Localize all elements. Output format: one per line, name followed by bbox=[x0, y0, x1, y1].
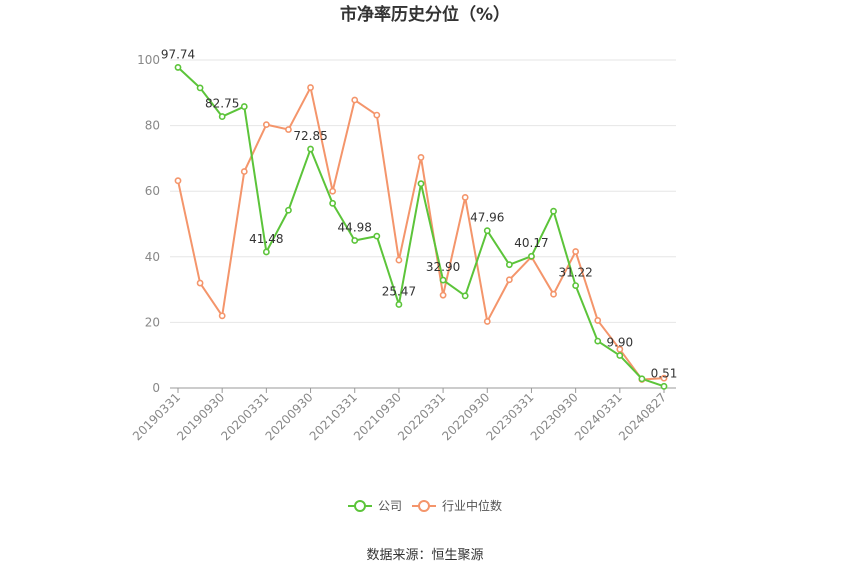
data-point[interactable] bbox=[439, 291, 447, 299]
x-tick-label: 20240827 bbox=[616, 390, 669, 443]
series-lines bbox=[177, 66, 665, 388]
data-label: 25.47 bbox=[382, 284, 416, 298]
y-tick-label: 80 bbox=[145, 119, 160, 133]
data-point[interactable] bbox=[218, 113, 226, 120]
data-point[interactable] bbox=[285, 126, 292, 133]
data-label: 97.74 bbox=[161, 47, 195, 61]
data-point[interactable] bbox=[660, 374, 668, 382]
data-point[interactable] bbox=[417, 154, 425, 161]
data-labels: 97.74 82.75 41.48 72.85 44.98 25.47 32.90 47.96… bbox=[161, 47, 678, 380]
y-tick-label: 0 bbox=[152, 381, 160, 395]
data-point[interactable] bbox=[461, 194, 469, 201]
series-points bbox=[174, 64, 668, 390]
data-point[interactable] bbox=[218, 312, 226, 320]
data-point[interactable] bbox=[461, 292, 469, 300]
data-point[interactable] bbox=[572, 248, 580, 255]
data-point[interactable] bbox=[395, 301, 403, 308]
data-point[interactable] bbox=[616, 345, 624, 353]
data-point[interactable] bbox=[351, 237, 359, 244]
data-label: 40.17 bbox=[514, 236, 548, 250]
data-point[interactable] bbox=[395, 256, 403, 264]
legend-item-0[interactable]: 公司 bbox=[348, 499, 402, 513]
data-point[interactable] bbox=[483, 318, 491, 325]
data-point[interactable] bbox=[616, 352, 624, 359]
data-point[interactable] bbox=[638, 375, 646, 383]
data-point[interactable] bbox=[329, 199, 337, 207]
data-point[interactable] bbox=[196, 279, 204, 287]
legend-label: 行业中位数 bbox=[442, 498, 502, 513]
data-point[interactable] bbox=[196, 84, 204, 92]
data-point[interactable] bbox=[307, 84, 314, 91]
data-label: 9.90 bbox=[606, 336, 633, 350]
y-tick-label: 40 bbox=[145, 250, 160, 264]
data-point[interactable] bbox=[550, 207, 557, 215]
data-point[interactable] bbox=[351, 96, 359, 104]
data-point[interactable] bbox=[373, 111, 381, 119]
data-point[interactable] bbox=[594, 317, 602, 324]
data-point[interactable] bbox=[262, 121, 270, 129]
chart-title: 市净率历史分位（%） bbox=[340, 4, 510, 25]
legend-marker bbox=[354, 500, 366, 512]
data-label: 47.96 bbox=[470, 211, 504, 225]
data-point[interactable] bbox=[550, 290, 557, 298]
data-point[interactable] bbox=[262, 248, 270, 256]
data-point[interactable] bbox=[174, 177, 182, 185]
data-point[interactable] bbox=[483, 227, 491, 235]
data-label: 82.75 bbox=[205, 97, 239, 111]
legend[interactable]: 公司 行业中位数 bbox=[348, 498, 502, 513]
data-point[interactable] bbox=[660, 382, 668, 390]
y-axis: 0 20 40 60 80 100 bbox=[137, 53, 160, 395]
legend-marker bbox=[418, 500, 430, 512]
data-point[interactable] bbox=[329, 187, 337, 195]
data-label: 44.98 bbox=[338, 220, 372, 234]
data-source: 数据来源：恒生聚源 bbox=[366, 548, 483, 563]
x-axis: 2019033120190930202003312020093020210331… bbox=[130, 387, 676, 443]
data-label: 41.48 bbox=[249, 232, 283, 246]
y-tick-label: 100 bbox=[137, 53, 160, 67]
data-point[interactable] bbox=[505, 261, 513, 269]
data-point[interactable] bbox=[240, 103, 248, 110]
data-label: 0.51 bbox=[651, 366, 678, 380]
data-point[interactable] bbox=[572, 282, 580, 289]
data-point[interactable] bbox=[174, 64, 182, 71]
y-tick-label: 20 bbox=[145, 315, 160, 329]
data-label: 31.22 bbox=[558, 266, 592, 280]
data-label: 32.90 bbox=[426, 260, 460, 274]
y-tick-label: 60 bbox=[145, 184, 160, 198]
data-point[interactable] bbox=[240, 168, 248, 175]
data-point[interactable] bbox=[505, 276, 513, 284]
series-line-0 bbox=[177, 66, 665, 388]
data-label: 72.85 bbox=[293, 129, 327, 143]
data-point[interactable] bbox=[285, 206, 292, 214]
data-point[interactable] bbox=[307, 145, 314, 153]
data-point[interactable] bbox=[594, 337, 602, 345]
data-point[interactable] bbox=[439, 276, 447, 284]
data-point[interactable] bbox=[417, 180, 425, 188]
data-point[interactable] bbox=[373, 232, 381, 240]
legend-item-1[interactable]: 行业中位数 bbox=[412, 498, 502, 513]
legend-label: 公司 bbox=[378, 499, 402, 513]
data-point[interactable] bbox=[528, 252, 535, 260]
